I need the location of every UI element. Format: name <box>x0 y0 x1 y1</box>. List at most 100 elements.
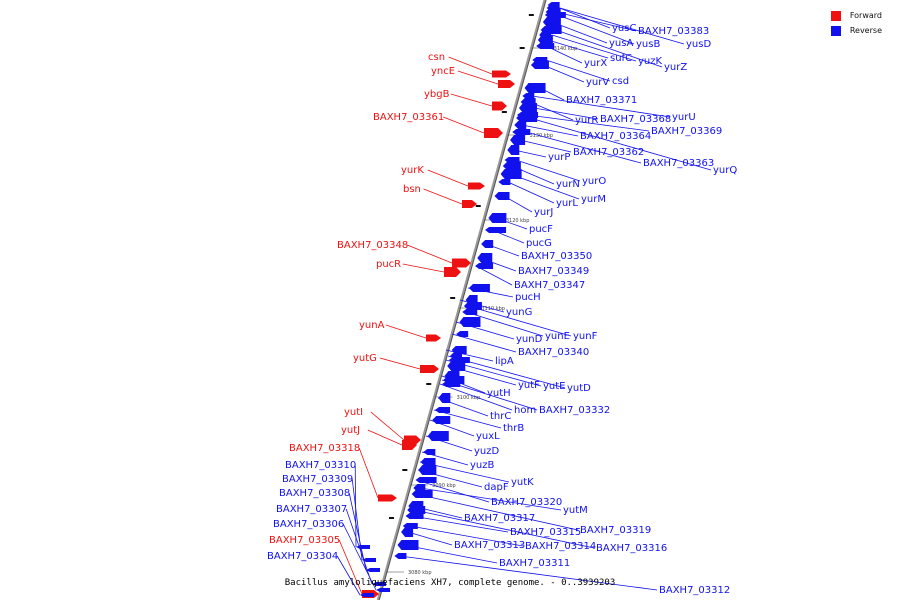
reverse-gene-arrow[interactable] <box>443 376 465 384</box>
reverse-gene-arrow[interactable] <box>500 169 522 179</box>
reverse-gene-arrow[interactable] <box>481 240 494 248</box>
reverse-gene-arrow[interactable] <box>488 213 507 223</box>
reverse-gene-label[interactable]: yurV <box>586 77 609 88</box>
reverse-gene-arrow[interactable] <box>524 83 546 93</box>
reverse-gene-label[interactable]: BAXH7_03340 <box>518 347 589 358</box>
forward-gene-arrow[interactable] <box>492 101 507 111</box>
reverse-gene-arrow[interactable] <box>447 361 466 371</box>
forward-gene-label[interactable]: BAXH7_03348 <box>337 240 408 251</box>
reverse-gene-arrow[interactable] <box>376 588 390 592</box>
reverse-gene-arrow[interactable] <box>432 416 451 424</box>
reverse-gene-label[interactable]: BAXH7_03306 <box>273 519 344 530</box>
reverse-gene-label[interactable]: yusB <box>636 39 660 50</box>
reverse-gene-label[interactable]: yunF <box>573 331 598 342</box>
forward-gene-arrow[interactable] <box>498 80 515 88</box>
reverse-gene-label[interactable]: yutD <box>567 383 591 394</box>
reverse-gene-arrow[interactable] <box>435 407 451 413</box>
reverse-gene-label[interactable]: pucG <box>526 238 552 249</box>
reverse-gene-label[interactable]: BAXH7_03364 <box>580 131 651 142</box>
reverse-gene-label[interactable]: yurP <box>548 152 570 163</box>
reverse-gene-arrow[interactable] <box>468 284 490 292</box>
reverse-gene-label[interactable]: yuxL <box>476 431 500 442</box>
reverse-gene-arrow[interactable] <box>518 103 537 113</box>
reverse-gene-arrow[interactable] <box>514 121 527 129</box>
reverse-gene-label[interactable]: yunG <box>506 307 532 318</box>
reverse-gene-arrow[interactable] <box>423 449 436 455</box>
reverse-gene-label[interactable]: BAXH7_03368 <box>600 114 671 125</box>
reverse-gene-label[interactable]: sufC <box>610 53 632 64</box>
reverse-gene-label[interactable]: yutM <box>563 505 588 516</box>
reverse-gene-label[interactable]: BAXH7_03304 <box>267 551 338 562</box>
reverse-gene-label[interactable]: yutK <box>511 477 534 488</box>
reverse-gene-label[interactable]: yusA <box>609 38 633 49</box>
reverse-gene-label[interactable]: yurU <box>672 112 696 123</box>
reverse-gene-label[interactable]: thrC <box>490 411 511 422</box>
forward-gene-arrow[interactable] <box>420 365 439 373</box>
reverse-gene-label[interactable]: yurO <box>582 176 606 187</box>
reverse-gene-arrow[interactable] <box>405 513 424 519</box>
reverse-gene-label[interactable]: thrB <box>503 423 524 434</box>
reverse-gene-label[interactable]: yutF <box>518 380 540 391</box>
reverse-gene-label[interactable]: BAXH7_03347 <box>514 280 585 291</box>
reverse-gene-arrow[interactable] <box>420 458 436 466</box>
reverse-gene-arrow[interactable] <box>397 540 419 550</box>
reverse-gene-label[interactable]: BAXH7_03311 <box>499 558 570 569</box>
reverse-gene-arrow[interactable] <box>372 582 386 586</box>
reverse-gene-label[interactable]: yunE <box>545 331 570 342</box>
reverse-gene-label[interactable]: yurR <box>575 115 598 126</box>
reverse-gene-arrow[interactable] <box>462 309 478 315</box>
reverse-gene-arrow[interactable] <box>510 135 526 145</box>
reverse-gene-label[interactable]: lipA <box>495 356 514 367</box>
reverse-gene-arrow[interactable] <box>456 331 469 337</box>
forward-gene-label[interactable]: BAXH7_03305 <box>269 535 340 546</box>
reverse-gene-label[interactable]: BAXH7_03307 <box>276 504 347 515</box>
reverse-gene-arrow[interactable] <box>463 302 482 310</box>
reverse-gene-arrow[interactable] <box>366 568 380 572</box>
reverse-gene-arrow[interactable] <box>507 145 520 155</box>
reverse-gene-arrow[interactable] <box>475 263 494 269</box>
forward-gene-label[interactable]: yutI <box>344 407 363 418</box>
reverse-gene-label[interactable]: yurZ <box>664 62 687 73</box>
forward-gene-arrow[interactable] <box>378 494 397 502</box>
reverse-gene-label[interactable]: BAXH7_03308 <box>279 488 350 499</box>
reverse-gene-arrow[interactable] <box>536 43 555 49</box>
reverse-gene-label[interactable]: BAXH7_03320 <box>491 497 562 508</box>
reverse-gene-arrow[interactable] <box>401 527 414 537</box>
reverse-gene-arrow[interactable] <box>362 558 376 562</box>
reverse-gene-label[interactable]: yutE <box>543 381 566 392</box>
reverse-gene-label[interactable]: BAXH7_03315 <box>510 527 581 538</box>
reverse-gene-label[interactable]: BAXH7_03350 <box>521 251 592 262</box>
reverse-gene-label[interactable]: yurQ <box>713 165 737 176</box>
reverse-gene-arrow[interactable] <box>502 162 521 170</box>
reverse-gene-label[interactable]: BAXH7_03313 <box>454 540 525 551</box>
reverse-gene-label[interactable]: BAXH7_03362 <box>573 147 644 158</box>
reverse-gene-arrow[interactable] <box>504 157 520 163</box>
reverse-gene-label[interactable]: yurN <box>556 179 580 190</box>
forward-gene-arrow[interactable] <box>444 267 461 277</box>
reverse-gene-arrow[interactable] <box>512 129 531 135</box>
forward-gene-arrow[interactable] <box>484 128 503 138</box>
forward-gene-label[interactable]: yutJ <box>341 425 360 436</box>
forward-gene-label[interactable]: bsn <box>403 184 421 195</box>
reverse-gene-label[interactable]: BAXH7_03371 <box>566 95 637 106</box>
reverse-gene-label[interactable]: yuzK <box>638 56 663 67</box>
reverse-gene-label[interactable]: yutH <box>487 388 511 399</box>
forward-gene-arrow[interactable] <box>492 70 511 78</box>
reverse-gene-label[interactable]: yurM <box>581 194 606 205</box>
reverse-gene-label[interactable]: yunD <box>516 334 543 345</box>
reverse-gene-arrow[interactable] <box>477 253 493 263</box>
reverse-gene-arrow[interactable] <box>402 523 418 529</box>
reverse-gene-label[interactable]: BAXH7_03349 <box>518 266 589 277</box>
forward-gene-label[interactable]: pucR <box>376 259 401 270</box>
reverse-gene-arrow[interactable] <box>542 17 561 27</box>
reverse-gene-label[interactable]: pucF <box>529 224 553 235</box>
forward-gene-label[interactable]: yunA <box>359 320 385 331</box>
reverse-gene-arrow[interactable] <box>450 352 463 360</box>
reverse-gene-arrow[interactable] <box>418 465 437 475</box>
forward-gene-label[interactable]: ybgB <box>424 89 450 100</box>
reverse-gene-label[interactable]: yuzD <box>474 446 500 457</box>
reverse-gene-arrow[interactable] <box>485 227 507 233</box>
reverse-gene-label[interactable]: hom <box>514 405 536 416</box>
reverse-gene-label[interactable]: yurX <box>584 58 607 69</box>
reverse-gene-label[interactable]: BAXH7_03312 <box>659 585 730 596</box>
